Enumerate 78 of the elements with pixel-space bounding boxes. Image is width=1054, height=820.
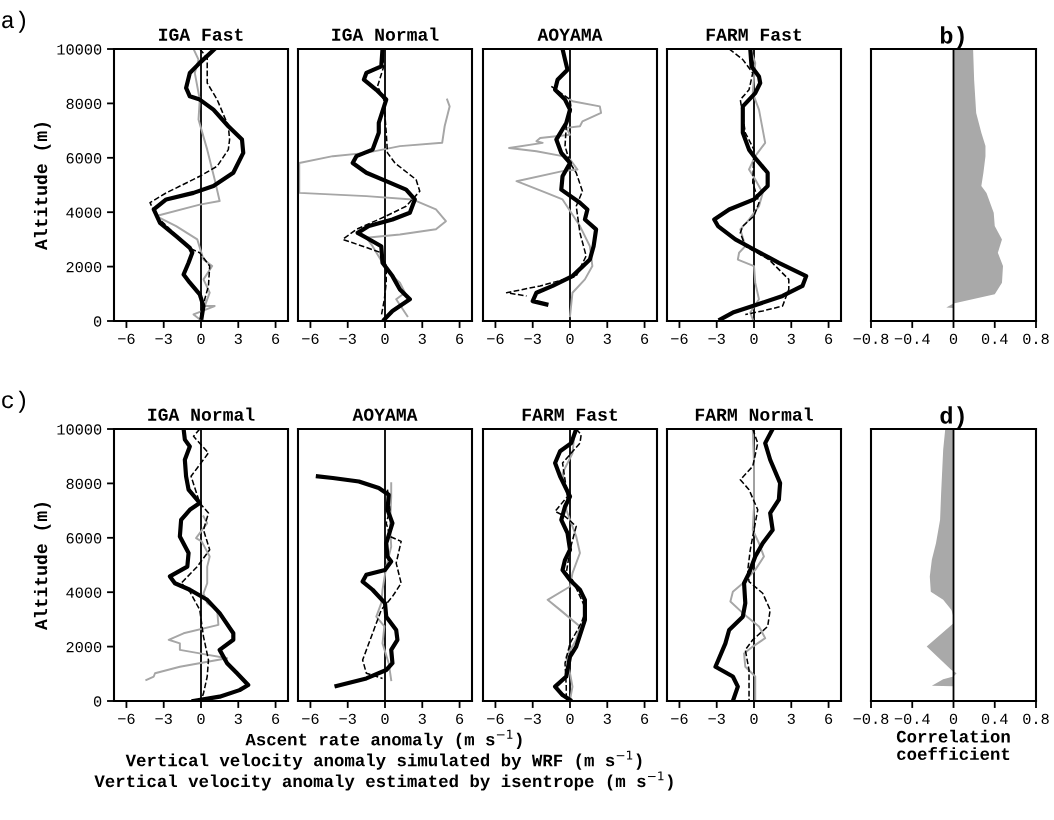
chart-title: IGA Fast	[159, 28, 243, 41]
x-tick-label: −3	[339, 333, 356, 345]
x-tick-label: −6	[487, 333, 504, 345]
x-tick-label: 3	[787, 333, 795, 345]
x-tick-label: 0	[566, 333, 574, 345]
x-tick-label: 0	[381, 713, 389, 725]
x-tick-label: 0.8	[1023, 713, 1049, 725]
x-tick-label: 6	[272, 713, 280, 725]
y-tick-label: 2000	[66, 261, 102, 273]
x-tick-label: 0.8	[1023, 333, 1049, 345]
y-tick-label: 4000	[66, 207, 102, 218]
chart-title: IGA Normal	[148, 407, 255, 421]
x-tick-label: −6	[118, 713, 135, 725]
x-tick-label: −0.8	[853, 713, 889, 725]
x-tick-label: 0	[750, 713, 758, 725]
x-tick-label: −0.8	[853, 333, 889, 345]
y-tick-label: 4000	[66, 587, 102, 598]
text: Ascent rate anomaly (m s$^{−1}$) Vertical velocity anomaly simulated by WRF (m s$^{−1}$) Vertical velocity anomaly estimated by isentrope (m s$^{−1}$)	[94, 729, 673, 791]
x-tick-label: −6	[302, 713, 319, 725]
y-tick-label: 6000	[66, 533, 102, 544]
x-tick-label: 3	[418, 333, 426, 345]
text: c)	[2, 390, 26, 413]
x-tick-label: −3	[524, 333, 541, 345]
x-tick-label: 0	[197, 713, 205, 725]
x-tick-label: −6	[302, 333, 319, 345]
y-tick-label: 8000	[66, 98, 102, 110]
chart-title: IGA Normal	[332, 27, 439, 41]
x-tick-label: 3	[234, 713, 242, 725]
x-tick-label: −6	[487, 713, 504, 725]
chart-title: AOYAMA	[352, 408, 418, 421]
x-tick-label: 3	[603, 713, 611, 725]
x-tick-label: −3	[524, 713, 541, 725]
x-tick-label: 6	[272, 333, 280, 345]
y-axis-title: Altitude (m)	[33, 503, 51, 631]
x-tick-label: −3	[708, 713, 725, 725]
x-tick-label: 0	[566, 713, 574, 725]
chart-title: FARM Normal	[695, 407, 813, 421]
x-tick-label: −3	[339, 713, 356, 725]
x-tick-label: 0.4	[981, 713, 1008, 725]
chart-title: AOYAMA	[537, 28, 603, 41]
y-tick-label: 10000	[57, 44, 102, 55]
x-tick-label: 0	[381, 333, 389, 345]
y-tick-label: 0	[93, 696, 102, 707]
y-tick-label: 8000	[66, 478, 102, 490]
x-tick-label: 6	[456, 333, 464, 345]
x-tick-label: 0.4	[981, 333, 1008, 345]
x-tick-label: −0.4	[894, 333, 930, 345]
x-tick-label: 6	[456, 713, 464, 725]
x-tick-label: 6	[825, 713, 833, 725]
y-axis-title: Altitude (m)	[33, 123, 51, 251]
x-tick-label: 6	[641, 333, 649, 345]
x-tick-label: −0.4	[894, 713, 930, 725]
x-axis-title: Correlation coefficient	[896, 729, 1010, 761]
x-tick-label: 0	[949, 333, 958, 345]
y-tick-label: 2000	[66, 641, 102, 653]
y-tick-label: 6000	[66, 153, 102, 164]
x-tick-label: 3	[418, 713, 426, 725]
x-tick-label: 0	[197, 333, 205, 345]
x-tick-label: −6	[671, 333, 688, 345]
chart-title: b)	[940, 26, 964, 49]
chart-title: FARM Fast	[706, 28, 802, 41]
y-tick-label: 0	[93, 316, 102, 327]
chart-title: FARM Fast	[522, 408, 618, 421]
x-tick-label: 6	[641, 713, 649, 725]
x-tick-label: 6	[825, 333, 833, 345]
x-tick-label: −6	[671, 713, 688, 725]
x-tick-label: −3	[708, 333, 725, 345]
x-tick-label: 3	[787, 713, 795, 725]
x-tick-label: −6	[118, 333, 135, 345]
x-tick-label: −3	[155, 333, 172, 345]
y-tick-label: 10000	[57, 424, 102, 435]
x-tick-label: 3	[603, 333, 611, 345]
x-tick-label: 0	[750, 333, 758, 345]
x-tick-label: 3	[234, 333, 242, 345]
chart-title: d)	[940, 406, 964, 429]
x-tick-label: 0	[949, 713, 958, 725]
x-tick-label: −3	[155, 713, 172, 725]
text: a)	[2, 10, 26, 33]
